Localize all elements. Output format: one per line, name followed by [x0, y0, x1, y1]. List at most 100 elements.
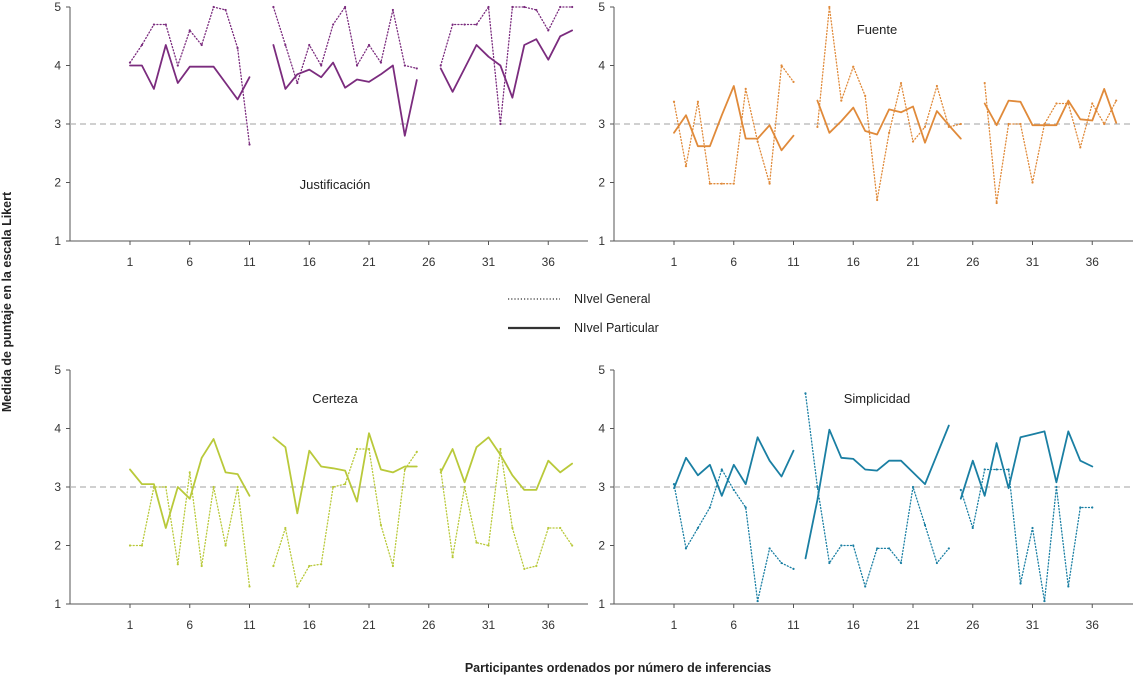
data-point-general [547, 29, 550, 32]
data-point-general [200, 564, 203, 568]
x-tick-label: 16 [847, 618, 861, 632]
x-tick-label: 6 [186, 618, 193, 632]
data-point-general [415, 450, 418, 453]
data-point-general [684, 547, 688, 550]
data-point-general [403, 64, 406, 67]
data-point-general [780, 561, 783, 565]
x-tick-label: 36 [542, 255, 556, 269]
data-point-general [971, 526, 974, 530]
data-point-general [768, 547, 771, 550]
x-tick-label: 21 [362, 618, 376, 632]
y-tick-label: 3 [54, 480, 61, 494]
data-point-general [780, 64, 783, 67]
data-point-general [816, 485, 819, 489]
data-point-general [899, 81, 903, 85]
x-tick-label: 6 [730, 255, 737, 269]
series-particular-line [272, 432, 418, 515]
y-tick-label: 1 [598, 234, 605, 248]
data-point-general [284, 43, 287, 47]
data-point-general [415, 67, 418, 70]
data-point-general [911, 140, 915, 143]
y-tick-label: 2 [54, 176, 61, 190]
y-tick-label: 4 [598, 422, 605, 436]
data-point-general [1091, 102, 1094, 105]
data-point-general [1079, 506, 1082, 509]
data-point-general [1103, 122, 1106, 126]
data-point-general [983, 468, 986, 471]
data-point-general [768, 182, 771, 185]
data-point-general [535, 564, 538, 568]
x-tick-label: 16 [303, 255, 317, 269]
data-point-general [344, 5, 347, 9]
data-point-general [236, 46, 239, 50]
x-tick-label: 26 [966, 618, 980, 632]
series-particular-line [272, 44, 418, 137]
y-axis-title: Medida de puntaje en la escala Likert [0, 191, 14, 412]
x-tick-label: 36 [1086, 255, 1100, 269]
data-point-general [1007, 122, 1010, 126]
series-particular-line [983, 88, 1118, 127]
data-point-general [128, 544, 132, 547]
data-point-general [212, 485, 215, 489]
data-point-general [188, 29, 191, 32]
data-point-general [176, 64, 179, 67]
data-point-general [1007, 468, 1010, 471]
y-tick-label: 5 [598, 0, 605, 14]
data-point-general [864, 94, 867, 98]
data-point-general [403, 468, 406, 471]
data-point-general [935, 561, 939, 565]
series-general-line [804, 392, 950, 588]
data-point-general [559, 5, 562, 9]
y-tick-label: 3 [598, 480, 605, 494]
data-point-general [272, 5, 275, 9]
x-tick-label: 16 [303, 618, 317, 632]
data-point-general [499, 447, 502, 451]
x-tick-label: 11 [787, 255, 800, 269]
data-point-general [463, 23, 466, 26]
data-point-general [475, 23, 478, 26]
data-point-general [344, 482, 347, 486]
series-particular-line [816, 99, 962, 144]
data-point-general [284, 526, 287, 530]
data-point-general [451, 556, 454, 559]
y-tick-label: 4 [598, 59, 605, 73]
series-general-line [272, 448, 418, 588]
data-point-general [732, 182, 735, 185]
data-point-general [947, 547, 950, 550]
x-tick-label: 26 [966, 255, 980, 269]
x-tick-label: 1 [671, 255, 678, 269]
data-point-general [696, 526, 700, 530]
data-point-general [523, 567, 526, 571]
x-tick-label: 21 [906, 618, 920, 632]
data-point-general [923, 523, 927, 527]
data-point-general [935, 84, 939, 88]
x-tick-label: 31 [1026, 618, 1040, 632]
y-tick-label: 1 [598, 597, 605, 611]
data-point-general [1019, 582, 1022, 585]
data-point-general [212, 5, 215, 9]
data-point-general [511, 526, 514, 530]
x-tick-label: 6 [186, 255, 193, 269]
x-tick-label: 26 [422, 618, 436, 632]
data-point-general [804, 392, 807, 395]
y-tick-label: 2 [598, 176, 605, 190]
data-point-general [1043, 599, 1046, 603]
data-point-general [379, 523, 383, 527]
data-point-general [439, 64, 442, 67]
data-point-general [308, 564, 311, 568]
series-general-line [129, 6, 251, 146]
data-point-general [864, 585, 867, 588]
data-point-general [475, 541, 478, 544]
data-point-general [1055, 102, 1058, 105]
data-point-general [995, 201, 998, 205]
series-particular-line [439, 436, 573, 491]
data-point-general [535, 8, 538, 12]
data-point-general [248, 143, 251, 146]
data-point-general [128, 61, 132, 64]
data-point-general [200, 43, 203, 47]
data-point-general [296, 585, 299, 588]
data-point-general [708, 506, 711, 509]
